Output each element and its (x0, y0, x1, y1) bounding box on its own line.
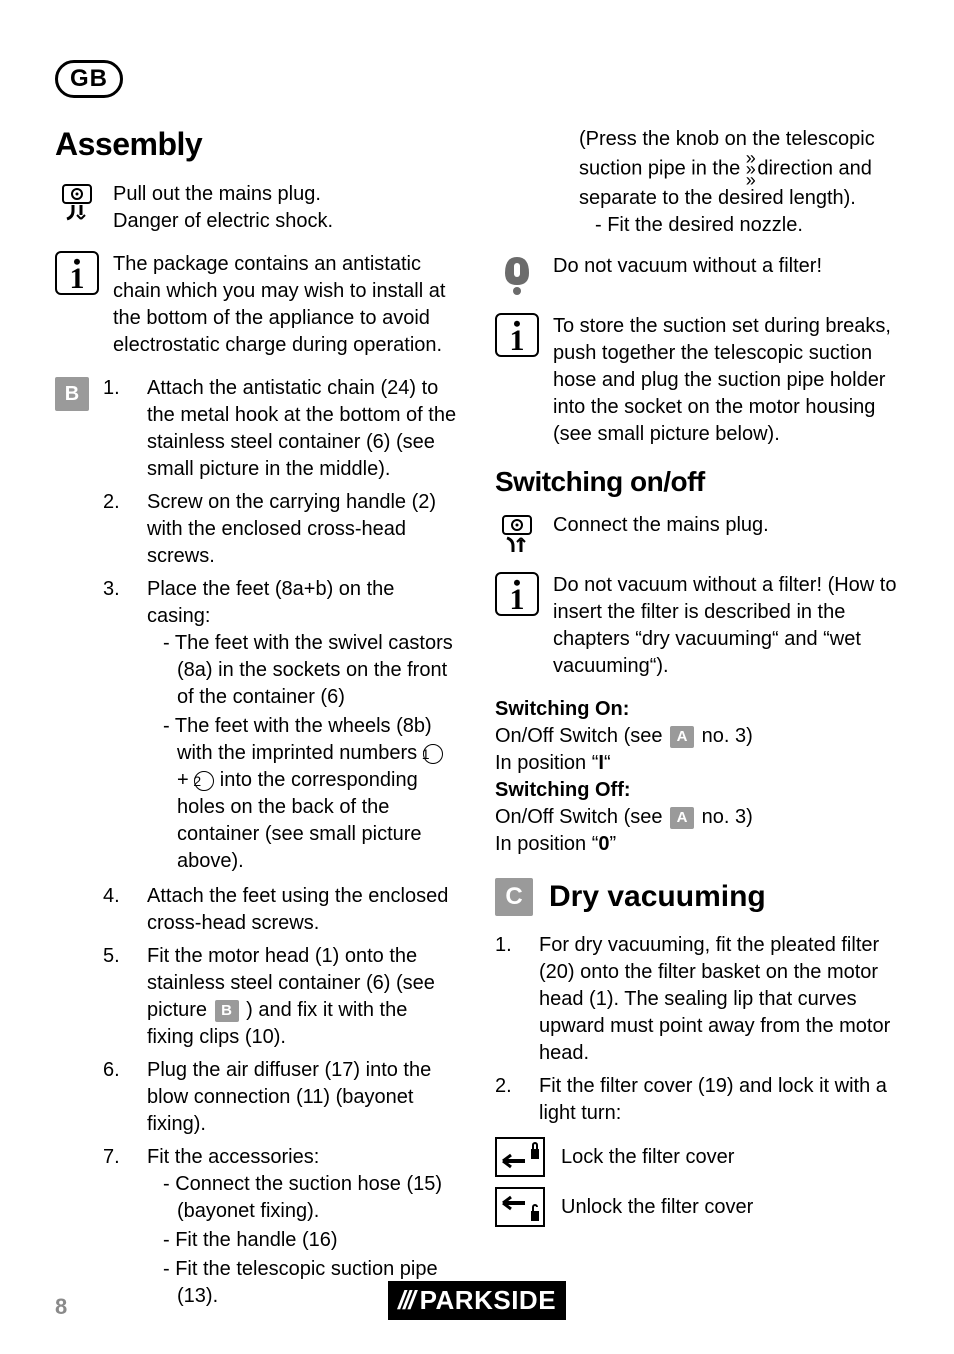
heading-dry: Dry vacuuming (549, 880, 766, 914)
assembly-list: 1.Attach the antistatic chain (24) to th… (103, 375, 459, 1318)
list-item: 2.Screw on the carrying handle (2) with … (103, 489, 459, 570)
list-item: 4.Attach the feet using the enclosed cro… (103, 883, 459, 937)
content-columns: Assembly Pull out the mains plug. Danger… (55, 126, 899, 1318)
step-3a: The feet with the swivel castors (8a) in… (163, 630, 459, 711)
country-badge: GB (55, 60, 123, 98)
circled-1: 1 (423, 744, 443, 764)
dry-step-2: Fit the filter cover (19) and lock it wi… (539, 1073, 899, 1127)
switching-details: Switching On: On/Off Switch (see A no. 3… (495, 696, 899, 858)
plug-warning-line1: Pull out the mains plug. (113, 183, 321, 205)
continuation-block: (Press the knob on the telescopic suctio… (543, 126, 899, 239)
switching-off-line1: On/Off Switch (see A no. 3) (495, 804, 899, 831)
plug-warning-row: Pull out the mains plug. Danger of elect… (55, 181, 459, 235)
plug-warning-line2: Danger of electric shock. (113, 210, 333, 232)
sw-on-l1b: no. 3) (696, 725, 753, 747)
inline-square-a: A (670, 726, 694, 748)
heading-assembly: Assembly (55, 126, 459, 163)
plug-in-icon (495, 512, 539, 556)
step-7a: Connect the suction hose (15) (bayonet f… (163, 1171, 459, 1225)
list-item: 1.For dry vacuuming, fit the pleated fil… (495, 932, 899, 1067)
step-5: Fit the motor head (1) onto the stainles… (147, 943, 459, 1051)
info-nofilter2-row: 1 Do not vacuum without a filter! (How t… (495, 572, 899, 680)
nofilter-text: Do not vacuum without a filter! (553, 253, 899, 280)
step-3b-post: into the corresponding holes on the back… (177, 769, 422, 872)
sw-off-l1a: On/Off Switch (see (495, 806, 668, 828)
plug-warning-text: Pull out the mains plug. Danger of elect… (113, 181, 459, 235)
unlock-label: Unlock the filter cover (561, 1196, 753, 1219)
inline-square-a2: A (670, 807, 694, 829)
unlock-icon (495, 1187, 545, 1227)
lock-label: Lock the filter cover (561, 1146, 734, 1169)
info-package-text: The package contains an antistatic chain… (113, 251, 459, 359)
continuation-sublist: Fit the desired nozzle. (579, 212, 899, 239)
switching-off-line2: In position “0” (495, 831, 899, 858)
page-number: 8 (55, 1294, 67, 1320)
brand-slashes: /// (398, 1285, 414, 1316)
info-store-row: 1 To store the suction set during breaks… (495, 313, 899, 448)
step-7b: Fit the handle (16) (163, 1227, 459, 1254)
info-store-text: To store the suction set during breaks, … (553, 313, 899, 448)
page-footer: 8 /// PARKSIDE (0, 1281, 954, 1320)
exclamation-icon (495, 253, 539, 297)
step-3: Place the feet (8a+b) on the casing: The… (147, 576, 459, 877)
step-3b: The feet with the wheels (8b) with the i… (163, 713, 459, 875)
sw-off-l2c: ” (610, 833, 617, 855)
info-icon: 1 (495, 313, 539, 357)
step-6: Plug the air diffuser (17) into the blow… (147, 1057, 459, 1138)
unplug-icon (55, 181, 99, 225)
assembly-steps-block: B 1.Attach the antistatic chain (24) to … (55, 375, 459, 1318)
right-column: (Press the knob on the telescopic suctio… (495, 126, 899, 1318)
continuation-press: (Press the knob on the telescopic suctio… (579, 126, 899, 212)
brand-logo: /// PARKSIDE (388, 1281, 566, 1320)
sw-off-l2a: In position “ (495, 833, 598, 855)
switching-on-heading: Switching On: (495, 696, 899, 723)
step-3b-mid: + (177, 769, 194, 791)
square-b: B (55, 377, 89, 411)
step-3-sublist: The feet with the swivel castors (8a) in… (147, 630, 459, 875)
sw-on-l1a: On/Off Switch (see (495, 725, 668, 747)
list-item: 3. Place the feet (8a+b) on the casing: … (103, 576, 459, 877)
sw-off-l2b: 0 (598, 833, 609, 855)
brand-name: PARKSIDE (420, 1285, 556, 1316)
unlock-row: Unlock the filter cover (495, 1187, 899, 1227)
inline-square-b: B (215, 1000, 239, 1022)
plug-connect-text: Connect the mains plug. (553, 512, 899, 539)
sw-off-l1b: no. 3) (696, 806, 753, 828)
dry-vacuuming-heading-row: C Dry vacuuming (495, 878, 899, 916)
switching-off-heading: Switching Off: (495, 777, 899, 804)
lock-icon (495, 1137, 545, 1177)
step-1: Attach the antistatic chain (24) to the … (147, 375, 459, 483)
list-item: 1.Attach the antistatic chain (24) to th… (103, 375, 459, 483)
sw-on-l2a: In position “ (495, 752, 598, 774)
switching-on-line1: On/Off Switch (see A no. 3) (495, 723, 899, 750)
plug-connect-row: Connect the mains plug. (495, 512, 899, 556)
switching-on-line2: In position “I“ (495, 750, 899, 777)
circled-2: 2 (194, 771, 214, 791)
nofilter-warning-row: Do not vacuum without a filter! (495, 253, 899, 297)
heading-switching: Switching on/off (495, 466, 899, 498)
list-item: 5. Fit the motor head (1) onto the stain… (103, 943, 459, 1051)
info-icon: 1 (55, 251, 99, 295)
dry-step-1: For dry vacuuming, fit the pleated filte… (539, 932, 899, 1067)
square-c: C (495, 878, 533, 916)
lock-row: Lock the filter cover (495, 1137, 899, 1177)
step-3b-pre: The feet with the wheels (8b) with the i… (175, 715, 432, 764)
step-3-intro: Place the feet (8a+b) on the casing: (147, 578, 394, 627)
list-item: 6.Plug the air diffuser (17) into the bl… (103, 1057, 459, 1138)
step-7-intro: Fit the accessories: (147, 1146, 319, 1168)
cont-nozzle: Fit the desired nozzle. (595, 212, 899, 239)
dry-list: 1.For dry vacuuming, fit the pleated fil… (495, 932, 899, 1127)
info-icon: 1 (495, 572, 539, 616)
info-package-row: 1 The package contains an antistatic cha… (55, 251, 459, 359)
list-item: 2.Fit the filter cover (19) and lock it … (495, 1073, 899, 1127)
left-column: Assembly Pull out the mains plug. Danger… (55, 126, 459, 1318)
info-nofilter2-text: Do not vacuum without a filter! (How to … (553, 572, 899, 680)
step-4: Attach the feet using the enclosed cross… (147, 883, 459, 937)
sw-on-l2c: “ (604, 752, 611, 774)
step-2: Screw on the carrying handle (2) with th… (147, 489, 459, 570)
